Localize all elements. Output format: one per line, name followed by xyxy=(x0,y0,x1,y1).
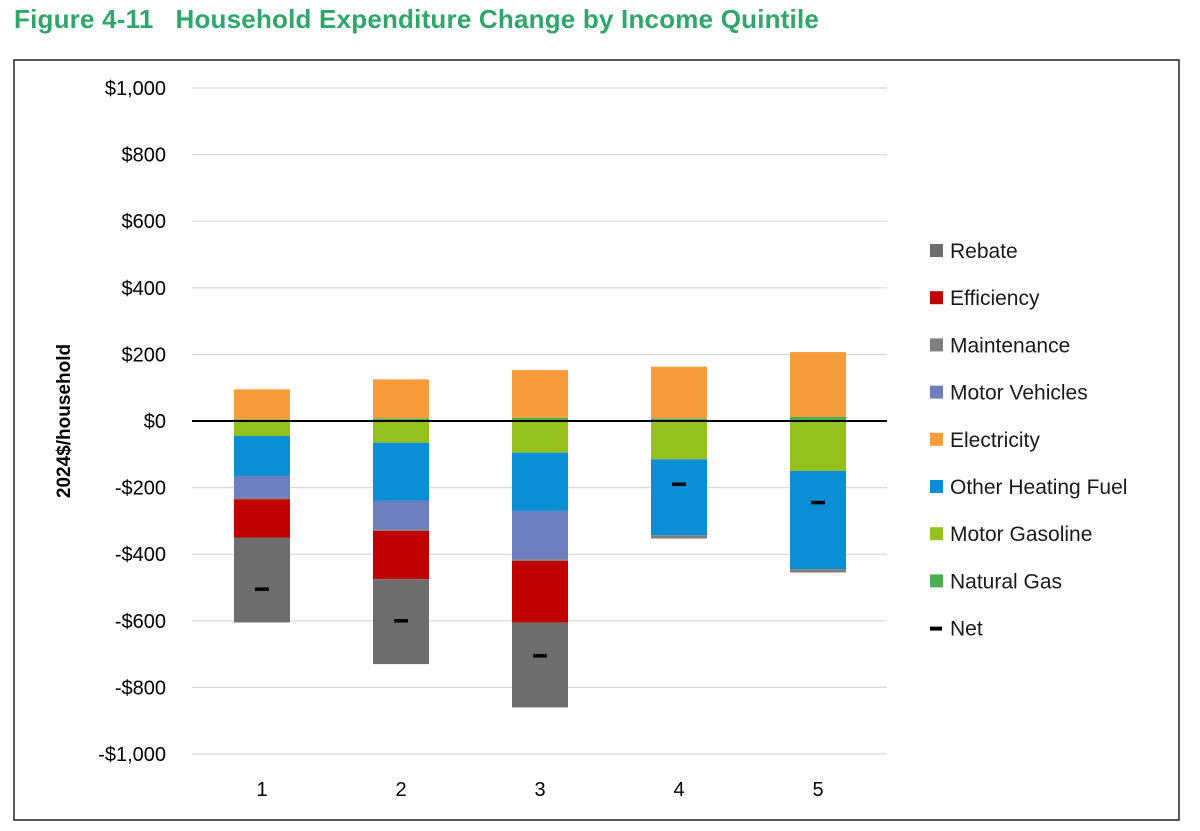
x-tick-label: 2 xyxy=(395,779,406,801)
legend-swatch xyxy=(930,338,943,352)
bar-stack-4 xyxy=(651,366,707,539)
bar-segment-efficiency xyxy=(234,499,290,538)
x-tick-label: 1 xyxy=(256,779,267,801)
chart-border xyxy=(13,59,1180,821)
legend-item: Efficiency xyxy=(930,287,1040,310)
bar-segment-rebate xyxy=(512,622,568,708)
y-tick-label: $200 xyxy=(122,344,167,366)
legend-item: Motor Gasoline xyxy=(930,523,1092,546)
bar-stacks xyxy=(234,352,846,708)
bar-segment-electricity xyxy=(512,370,568,418)
bar-segment-motor-vehicles xyxy=(373,500,429,530)
bar-segment-rebate xyxy=(234,537,290,623)
legend: Rebate Efficiency Maintenance Motor Vehicle… xyxy=(930,240,1127,641)
legend-label: Rebate xyxy=(950,240,1018,263)
legend-swatch xyxy=(930,385,943,399)
y-tick-label: $0 xyxy=(144,411,166,433)
legend-item: Net xyxy=(930,618,983,641)
bar-segment-other-heating-fuel xyxy=(234,435,290,476)
y-tick-label: $1,000 xyxy=(105,78,166,100)
bar-segment-electricity xyxy=(373,379,429,419)
figure-title: Figure 4-11 Household Expenditure Change … xyxy=(14,4,819,35)
y-tick-label: -$1,000 xyxy=(98,744,166,766)
figure-number: Figure 4-11 xyxy=(14,4,154,34)
bar-segment-motor-vehicles xyxy=(234,475,290,498)
bar-segment-electricity xyxy=(234,389,290,420)
y-tick-label: -$400 xyxy=(115,544,166,566)
bar-segment-electricity xyxy=(790,352,846,418)
bar-segment-motor-gasoline xyxy=(512,421,568,453)
bar-segment-natural-gas xyxy=(651,418,707,421)
x-axis-ticks: 1 2 3 4 5 xyxy=(256,779,823,801)
bar-stack-1 xyxy=(234,389,290,623)
bar-segment-motor-gasoline xyxy=(373,421,429,443)
bar-segment-natural-gas xyxy=(373,418,429,421)
y-tick-label: -$200 xyxy=(115,478,166,500)
legend-item: Natural Gas xyxy=(930,570,1062,593)
bar-segment-motor-gasoline xyxy=(790,421,846,471)
net-markers xyxy=(255,482,825,658)
legend-label: Maintenance xyxy=(950,334,1070,357)
legend-label: Motor Gasoline xyxy=(950,523,1092,546)
bar-segment-motor-gasoline xyxy=(234,421,290,436)
bar-segment-motor-vehicles xyxy=(512,510,568,560)
legend-label: Efficiency xyxy=(950,287,1040,310)
x-tick-label: 4 xyxy=(673,779,684,801)
legend-item: Rebate xyxy=(930,240,1018,263)
legend-label: Natural Gas xyxy=(950,570,1062,593)
legend-swatch xyxy=(930,480,943,493)
legend-label: Net xyxy=(950,618,983,641)
bar-segment-other-heating-fuel xyxy=(512,452,568,511)
bar-segment-maintenance xyxy=(373,529,429,531)
legend-item: Motor Vehicles xyxy=(930,382,1088,405)
bar-segment-electricity xyxy=(651,366,707,419)
x-tick-label: 5 xyxy=(812,779,823,801)
gridlines xyxy=(192,87,887,755)
bar-stack-3 xyxy=(512,370,568,708)
y-tick-label: -$800 xyxy=(115,677,166,699)
legend-swatch xyxy=(930,244,943,257)
legend-swatch xyxy=(930,291,943,305)
bar-stack-5 xyxy=(790,352,846,573)
bar-segment-efficiency xyxy=(512,560,568,623)
legend-swatch xyxy=(930,626,942,631)
legend-item: Maintenance xyxy=(930,334,1070,357)
legend-swatch xyxy=(930,432,943,446)
bar-segment-other-heating-fuel xyxy=(373,442,429,501)
y-tick-label: $800 xyxy=(122,145,167,167)
legend-label: Electricity xyxy=(950,429,1040,452)
y-tick-label: $600 xyxy=(122,211,167,233)
bar-segment-natural-gas xyxy=(790,417,846,421)
figure-title-text: Household Expenditure Change by Income Q… xyxy=(175,4,820,34)
legend-swatch xyxy=(930,574,943,588)
bar-segment-efficiency xyxy=(373,530,429,580)
y-tick-label: -$600 xyxy=(115,611,166,633)
bar-segment-maintenance xyxy=(512,559,568,561)
legend-item: Other Heating Fuel xyxy=(930,476,1127,499)
bar-segment-maintenance xyxy=(790,569,846,573)
legend-swatch xyxy=(930,527,943,541)
legend-label: Motor Vehicles xyxy=(950,382,1088,405)
x-tick-label: 3 xyxy=(534,779,545,801)
bar-segment-maintenance xyxy=(234,497,290,500)
legend-label: Other Heating Fuel xyxy=(950,476,1127,499)
legend-item: Electricity xyxy=(930,429,1040,452)
bar-segment-maintenance xyxy=(651,535,707,539)
bar-segment-other-heating-fuel xyxy=(651,459,707,536)
y-axis-label: 2024$/household xyxy=(54,344,75,498)
y-tick-label: $400 xyxy=(122,278,167,300)
y-axis-ticks: $1,000 $800 $600 $400 $200 $0 -$200 -$400 -$600 -… xyxy=(98,78,166,766)
bar-segment-motor-gasoline xyxy=(651,421,707,460)
bar-segment-natural-gas xyxy=(512,417,568,421)
bar-segment-other-heating-fuel xyxy=(790,470,846,570)
